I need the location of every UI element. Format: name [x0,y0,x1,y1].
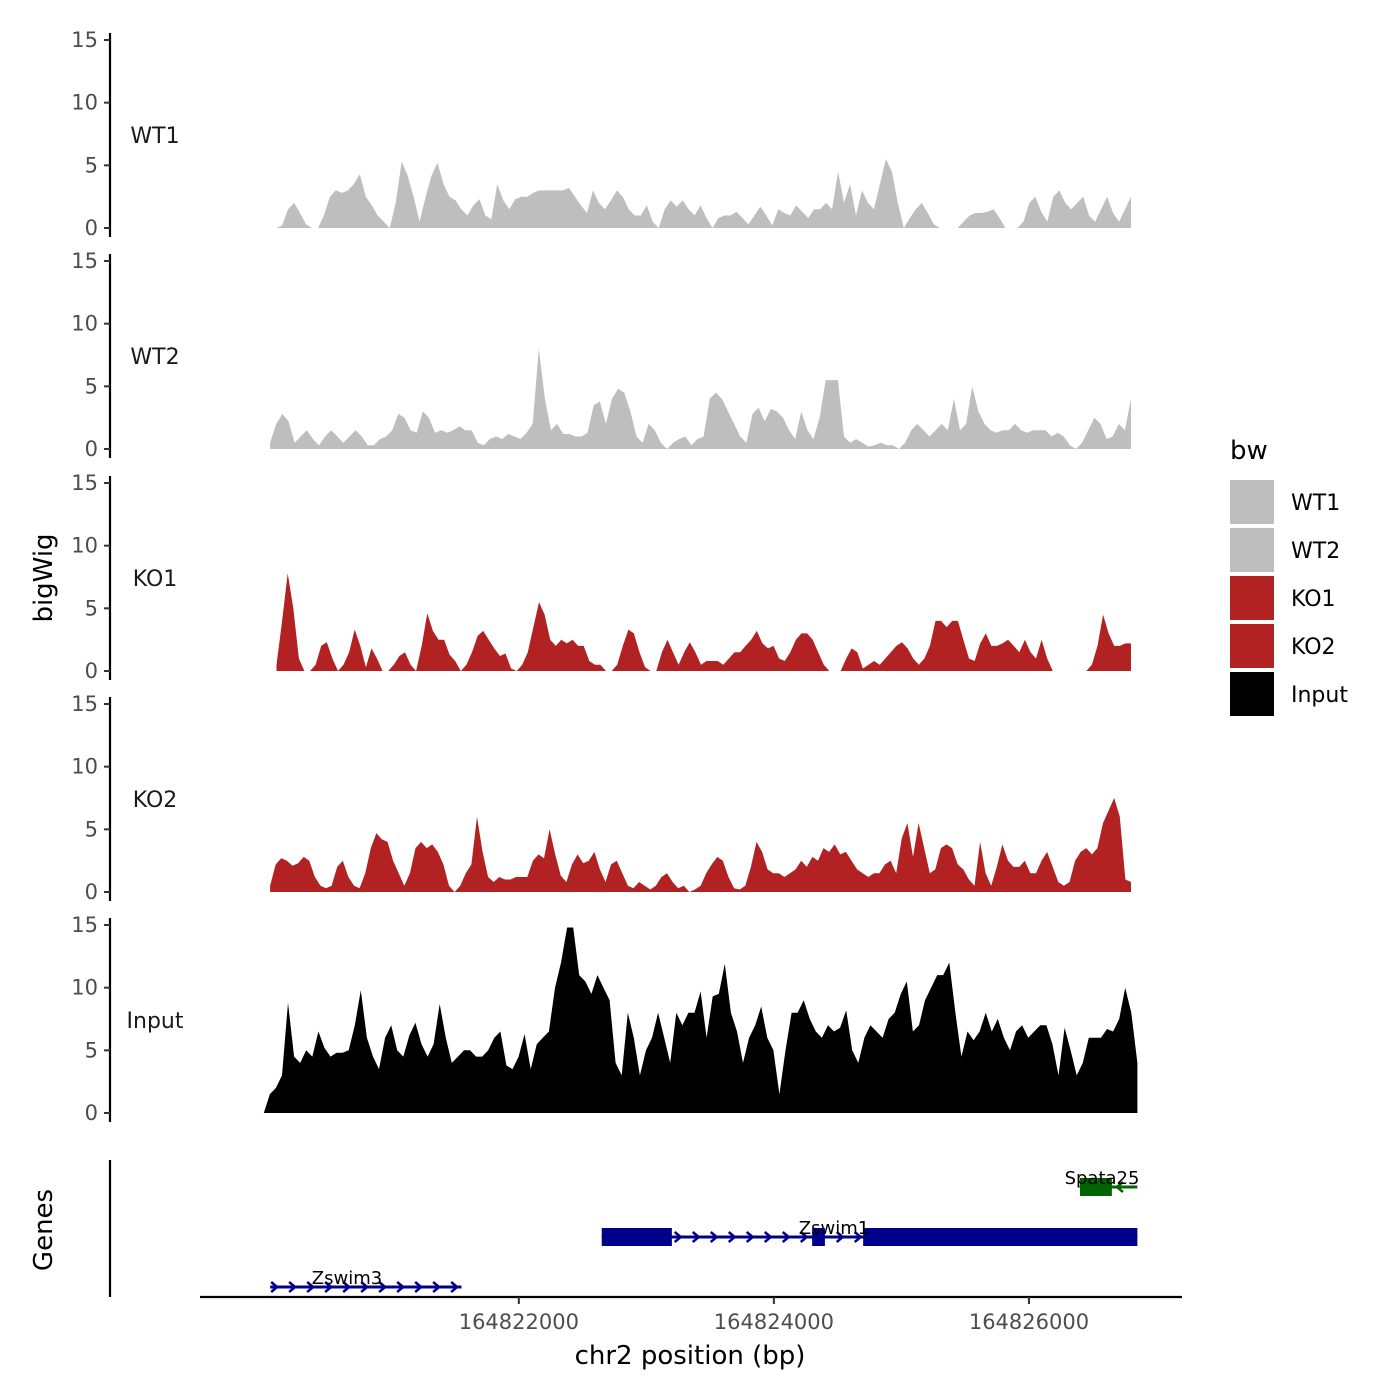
gene-spata25: Spata25 [1065,1168,1140,1196]
track-label: KO2 [133,788,178,813]
legend-label: WT1 [1291,491,1340,516]
signal-area-input [263,927,1138,1113]
y-tick-label: 15 [71,913,98,937]
gene-exon [601,1228,672,1246]
y-tick-label: 15 [71,471,98,495]
y-tick-label: 0 [85,437,98,461]
y-tick-label: 5 [85,596,98,620]
gene-label: Zswim1 [799,1218,869,1239]
gene-exon [1079,1178,1112,1196]
y-tick-label: 10 [71,755,98,779]
strand-arrow-icon [745,1231,755,1243]
y-axis-title: bigWig [29,533,59,622]
strand-arrow-icon [781,1231,791,1243]
legend-label: WT2 [1291,539,1340,564]
track-ko1: 0 5 10 15 KO1 [71,471,1131,683]
legend-key-wt1 [1230,480,1274,524]
gene-label: Zswim3 [312,1268,382,1289]
strand-arrow-icon [691,1231,701,1243]
strand-arrow-icon [414,1281,424,1293]
track-label: WT1 [130,124,179,149]
y-tick-label: 0 [85,880,98,904]
track-input: 0 5 10 15 Input [71,913,1138,1125]
gene-zswim1: Zswim1 [601,1218,1138,1246]
signal-area-wt2 [270,348,1132,449]
strand-arrow-icon [835,1231,845,1243]
y-tick-label: 15 [71,28,98,52]
gene-zswim3: Zswim3 [270,1268,462,1293]
signal-tracks: 0 5 10 15 WT1 0 5 10 15 WT2 0 5 10 15 KO1 0 5 10 15 KO2 0 5 10… [71,28,1138,1125]
x-axis-title: chr2 position (bp) [575,1341,806,1371]
legend-label: KO2 [1291,635,1336,660]
gene-exon [863,1228,1138,1246]
strand-arrow-icon [673,1231,683,1243]
strand-arrow-icon [360,1281,370,1293]
track-ko2: 0 5 10 15 KO2 [71,692,1132,904]
strand-arrow-icon [324,1281,334,1293]
y-tick-label: 10 [71,534,98,558]
y-tick-label: 0 [85,1101,98,1125]
legend-key-wt2 [1230,528,1274,572]
strand-arrow-icon [1115,1181,1124,1193]
y-tick-label: 15 [71,692,98,716]
track-wt2: 0 5 10 15 WT2 [71,249,1132,461]
track-label: KO1 [133,567,178,592]
strand-arrow-icon [396,1281,406,1293]
strand-arrow-icon [799,1231,809,1243]
x-axis: 164822000 164824000 164826000 [200,1295,1182,1334]
strand-arrow-icon [342,1281,352,1293]
y-tick-label: 0 [85,216,98,240]
x-tick-label: 164826000 [969,1310,1089,1334]
strand-arrow-icon [727,1231,737,1243]
y-tick-label: 10 [71,91,98,115]
y-tick-label: 15 [71,249,98,273]
genes-axis-title: Genes [29,1189,59,1271]
y-tick-label: 10 [71,976,98,1000]
y-tick-label: 5 [85,1038,98,1062]
gene-label: Spata25 [1065,1168,1140,1189]
gene-exon [812,1228,825,1246]
strand-arrow-icon [763,1231,773,1243]
x-tick-label: 164822000 [459,1310,579,1334]
genes-panel: Zswim3 Zswim1 Spata25 [108,1160,1140,1297]
track-label: WT2 [130,345,179,370]
signal-area-ko1 [276,573,1131,671]
y-tick-label: 10 [71,312,98,336]
y-tick-label: 5 [85,817,98,841]
y-tick-label: 5 [85,374,98,398]
x-tick-label: 164824000 [714,1310,834,1334]
legend-title: bw [1230,436,1268,466]
y-tick-label: 5 [85,153,98,177]
strand-arrow-icon [288,1281,298,1293]
strand-arrow-icon [450,1281,460,1293]
signal-area-wt1 [270,159,1132,228]
legend-label: KO1 [1291,587,1336,612]
y-tick-label: 0 [85,659,98,683]
strand-arrow-icon [270,1281,280,1293]
strand-arrow-icon [709,1231,719,1243]
strand-arrow-icon [432,1281,442,1293]
track-wt1: 0 5 10 15 WT1 [71,28,1132,240]
legend-key-input [1230,672,1274,716]
strand-arrow-icon [306,1281,316,1293]
track-label: Input [127,1009,184,1034]
strand-arrow-icon [378,1281,388,1293]
legend-key-ko1 [1230,576,1274,620]
legend-key-ko2 [1230,624,1274,668]
legend: bw WT1 WT2 KO1 KO2 Input [1230,436,1348,716]
legend-label: Input [1291,683,1348,708]
signal-area-ko2 [270,798,1132,892]
strand-arrow-icon [853,1231,863,1243]
